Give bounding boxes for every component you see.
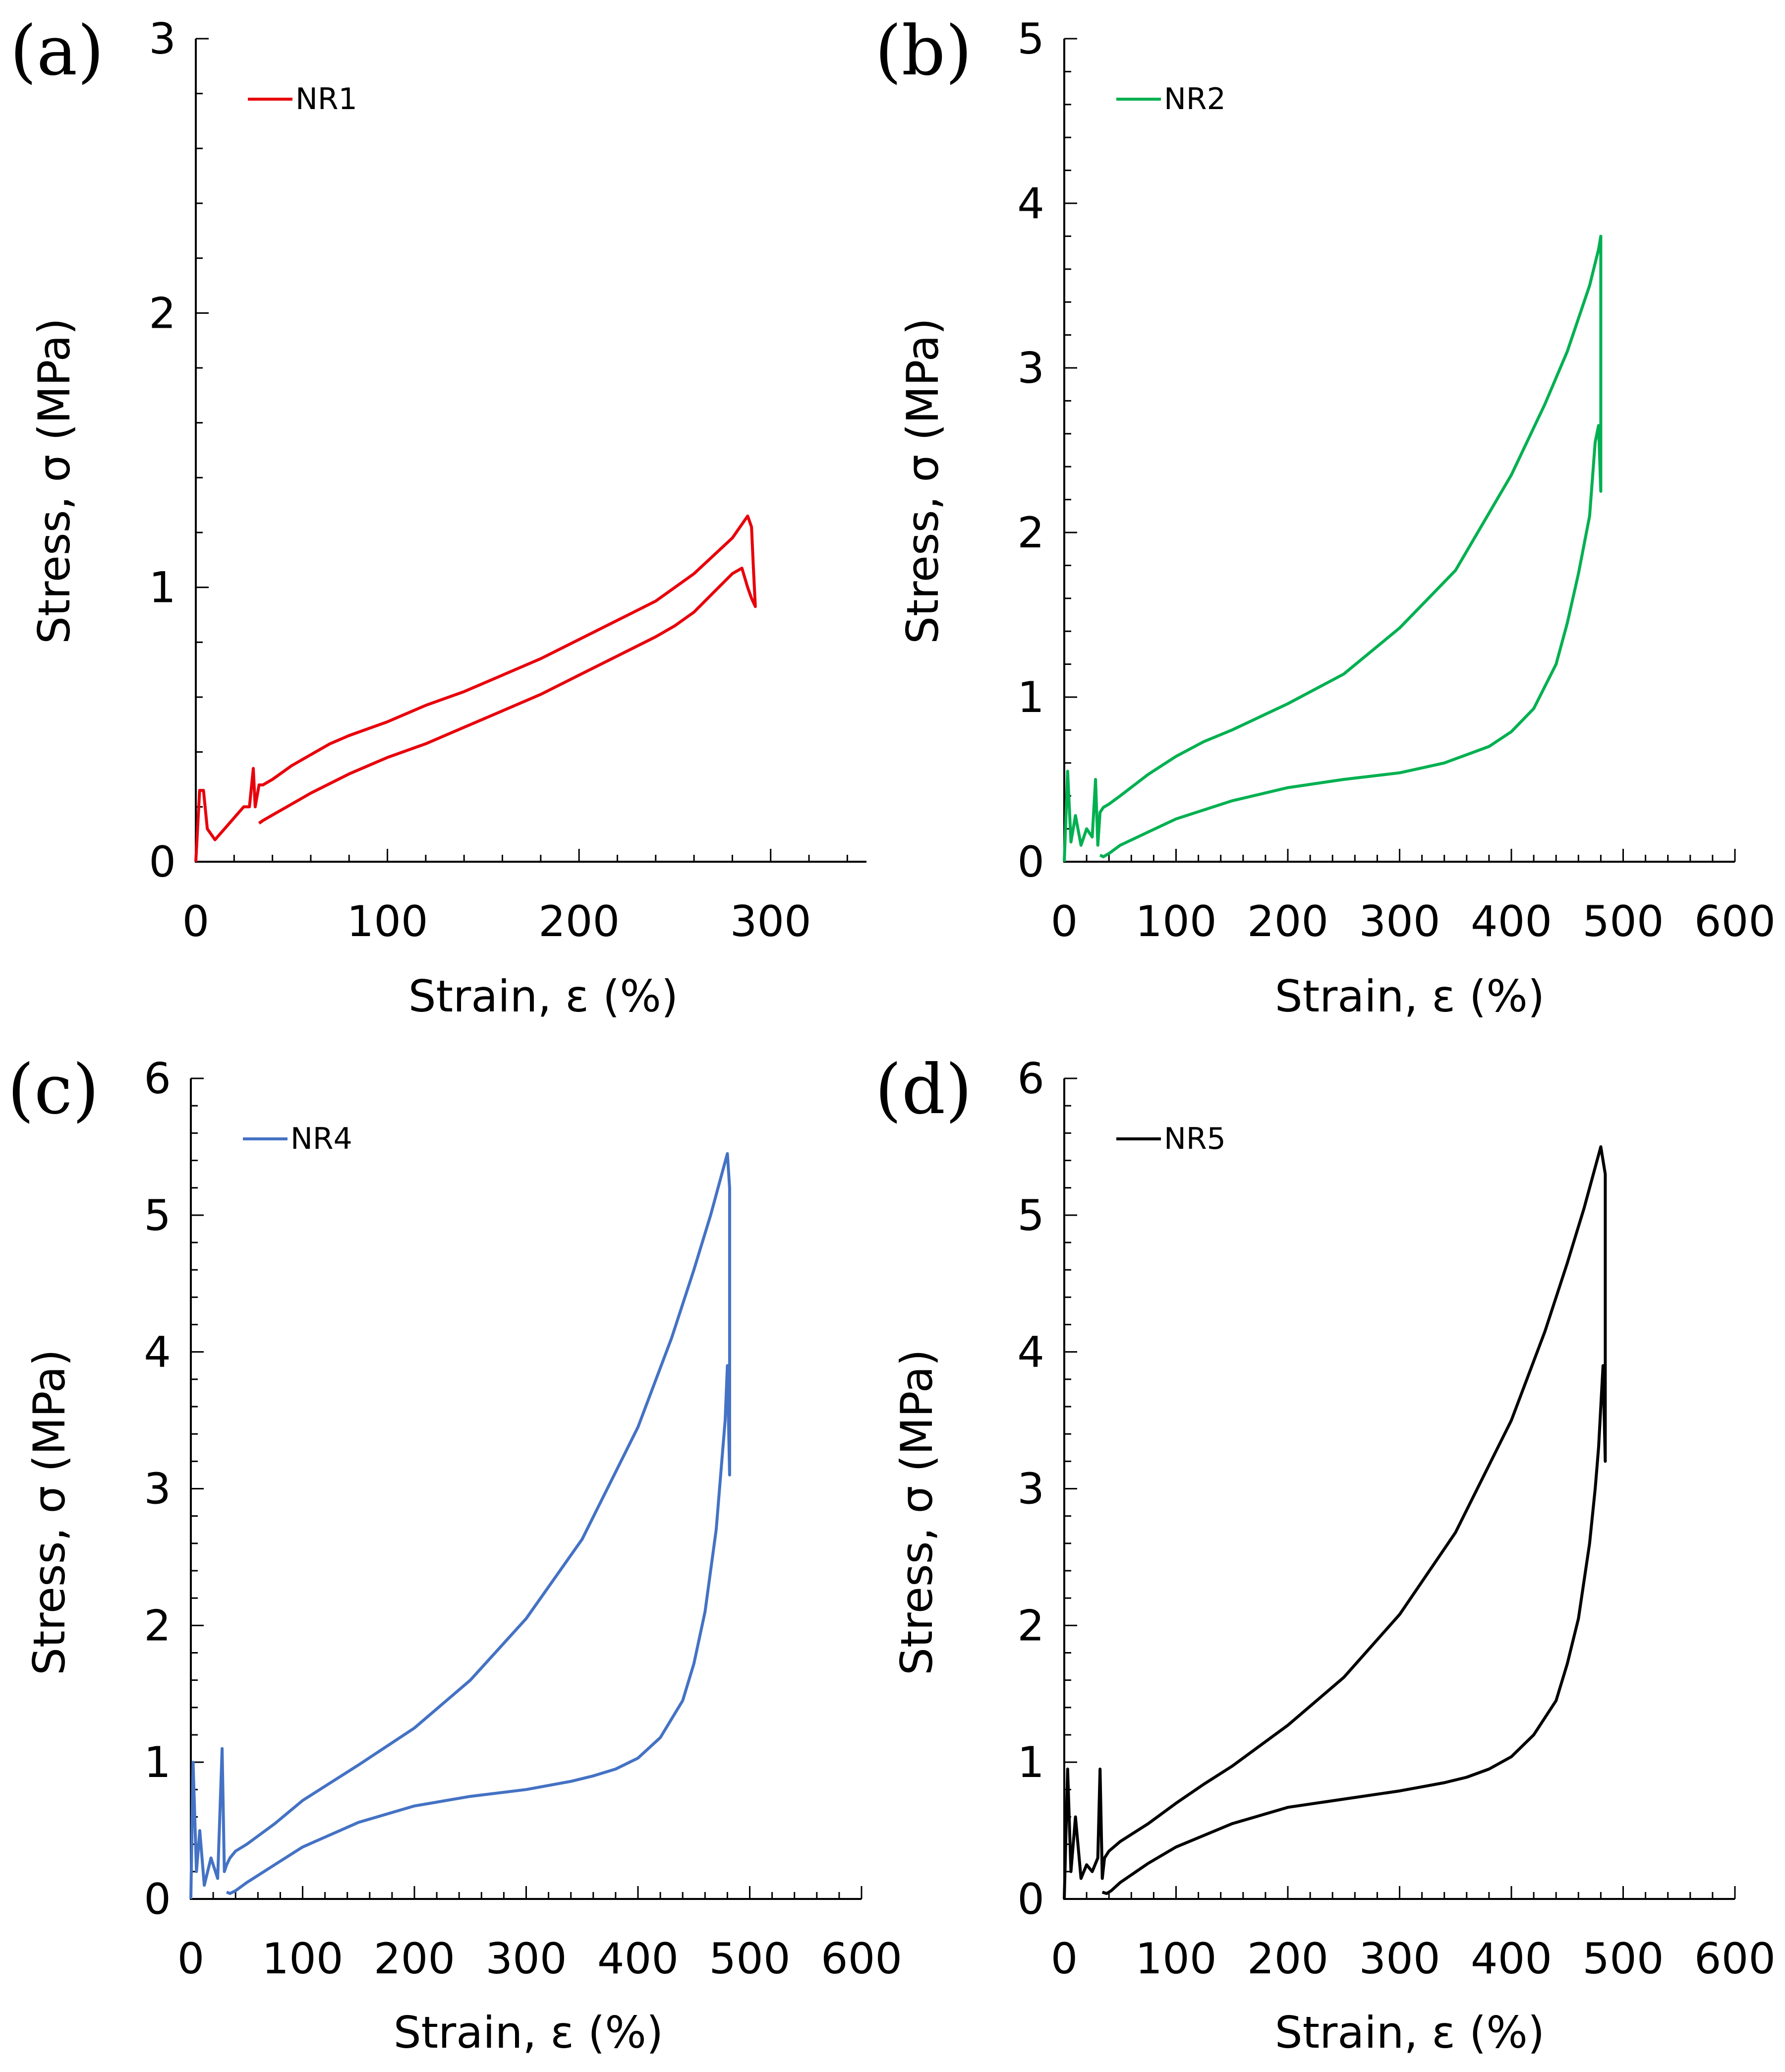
series-line-nr5 (1063, 1145, 1607, 1899)
y-tick-label-b: 4 (1017, 179, 1044, 229)
y-ticks-b: 0 1 2 3 4 5 (1017, 14, 1077, 887)
y-tick-label-b: 3 (1017, 344, 1044, 393)
x-tick-label-a: 100 (346, 897, 428, 947)
series-group-c (189, 1152, 731, 1899)
series-line-nr4 (189, 1152, 731, 1899)
x-tick-label-c: 300 (485, 1934, 567, 1984)
x-tick-label-b: 400 (1471, 897, 1552, 947)
x-axis-title-a: Strain, ε (%) (408, 971, 678, 1022)
y-tick-label-c: 6 (144, 1054, 171, 1104)
y-tick-label-d: 1 (1017, 1738, 1044, 1787)
x-ticks-c: 0 100 200 300 400 500 600 (177, 1886, 902, 1984)
y-tick-label-d: 2 (1017, 1601, 1044, 1651)
series-group-d (1063, 1145, 1607, 1899)
x-tick-label-c: 0 (177, 1934, 205, 1984)
panel-d: (d) Stress, σ (MPa) Strain, ε (%) 0 1 2 3 4 5… (875, 1050, 1776, 2058)
x-axis-title-d: Strain, ε (%) (1275, 2007, 1545, 2058)
panel-label-a: (a) (10, 11, 104, 91)
axes-lines-c (190, 1078, 862, 1900)
x-axis-title-c: Strain, ε (%) (394, 2007, 663, 2058)
x-tick-label-c: 500 (709, 1934, 790, 1984)
y-axis-title-a: Stress, σ (MPa) (29, 318, 80, 644)
panel-label-c: (c) (7, 1050, 99, 1129)
panel-a: (a) Stress, σ (MPa) Strain, ε (%) 0 1 2 3 0… (10, 11, 866, 1022)
x-tick-label-d: 300 (1359, 1934, 1440, 1984)
y-tick-label-a: 1 (149, 563, 176, 613)
y-tick-label-a: 2 (149, 289, 176, 338)
y-tick-label-a: 3 (149, 14, 176, 64)
x-tick-label-c: 600 (821, 1934, 902, 1984)
y-tick-label-b: 2 (1017, 508, 1044, 558)
x-tick-label-d: 200 (1247, 1934, 1328, 1984)
y-axis-title-b: Stress, σ (MPa) (897, 318, 948, 644)
y-tick-label-d: 6 (1017, 1054, 1044, 1104)
x-tick-label-b: 500 (1582, 897, 1664, 947)
legend-a: NR1 (248, 82, 357, 117)
legend-label-nr2: NR2 (1164, 82, 1226, 117)
panel-b: (b) Stress, σ (MPa) Strain, ε (%) 0 1 2 3 4 5… (875, 11, 1776, 1022)
series-line-nr1 (194, 514, 757, 862)
y-ticks-a: 0 1 2 3 (149, 14, 209, 887)
y-tick-label-c: 3 (144, 1465, 171, 1514)
y-tick-label-c: 1 (144, 1738, 171, 1787)
x-tick-label-a: 200 (538, 897, 620, 947)
y-tick-label-b: 1 (1017, 673, 1044, 722)
y-axis-title-c: Stress, σ (MPa) (24, 1349, 75, 1675)
y-tick-label-b: 0 (1017, 837, 1044, 887)
y-tick-label-d: 3 (1017, 1465, 1044, 1514)
x-tick-label-a: 0 (182, 897, 210, 947)
series-group-b (1063, 235, 1603, 862)
y-axis-title-d: Stress, σ (MPa) (891, 1349, 942, 1675)
x-tick-label-d: 400 (1471, 1934, 1552, 1984)
y-tick-label-c: 2 (144, 1601, 171, 1651)
y-tick-label-b: 5 (1017, 14, 1044, 64)
legend-d: NR5 (1116, 1122, 1226, 1156)
y-ticks-c: 0 1 2 3 4 5 6 (144, 1054, 204, 1924)
y-tick-label-d: 0 (1017, 1875, 1044, 1924)
x-tick-label-d: 100 (1135, 1934, 1216, 1984)
panel-label-b: (b) (875, 11, 972, 91)
series-line-nr2 (1063, 235, 1603, 862)
panel-c: (c) Stress, σ (MPa) Strain, ε (%) 0 1 2 3 4 5… (7, 1050, 902, 2058)
y-tick-label-d: 5 (1017, 1191, 1044, 1241)
x-axis-title-b: Strain, ε (%) (1275, 971, 1545, 1022)
series-group-a (194, 514, 757, 862)
legend-c: NR4 (243, 1122, 352, 1156)
axes-lines-a (195, 39, 866, 863)
y-tick-label-c: 5 (144, 1191, 171, 1241)
x-tick-label-b: 600 (1694, 897, 1776, 947)
x-tick-label-c: 200 (374, 1934, 455, 1984)
x-ticks-b: 0 100 200 300 400 500 600 (1051, 849, 1776, 947)
y-tick-label-d: 4 (1017, 1328, 1044, 1377)
x-tick-label-d: 600 (1694, 1934, 1776, 1984)
x-tick-label-b: 0 (1051, 897, 1078, 947)
x-tick-label-c: 400 (597, 1934, 679, 1984)
x-tick-label-b: 200 (1247, 897, 1328, 947)
x-ticks-a: 0 100 200 300 (182, 849, 848, 947)
axes-lines-d (1063, 1078, 1735, 1900)
y-tick-label-c: 0 (144, 1875, 171, 1924)
panel-label-d: (d) (875, 1050, 972, 1129)
legend-label-nr4: NR4 (290, 1122, 352, 1156)
y-tick-label-a: 0 (149, 837, 176, 887)
x-tick-label-c: 100 (262, 1934, 343, 1984)
x-tick-label-d: 0 (1051, 1934, 1078, 1984)
x-tick-label-b: 100 (1135, 897, 1216, 947)
legend-b: NR2 (1116, 82, 1226, 117)
axes-lines-b (1063, 39, 1735, 863)
x-ticks-d: 0 100 200 300 400 500 600 (1051, 1886, 1776, 1984)
legend-label-nr1: NR1 (295, 82, 357, 117)
x-tick-label-a: 300 (730, 897, 811, 947)
x-tick-label-d: 500 (1582, 1934, 1664, 1984)
x-tick-label-b: 300 (1359, 897, 1440, 947)
y-tick-label-c: 4 (144, 1328, 171, 1377)
legend-label-nr5: NR5 (1164, 1122, 1226, 1156)
